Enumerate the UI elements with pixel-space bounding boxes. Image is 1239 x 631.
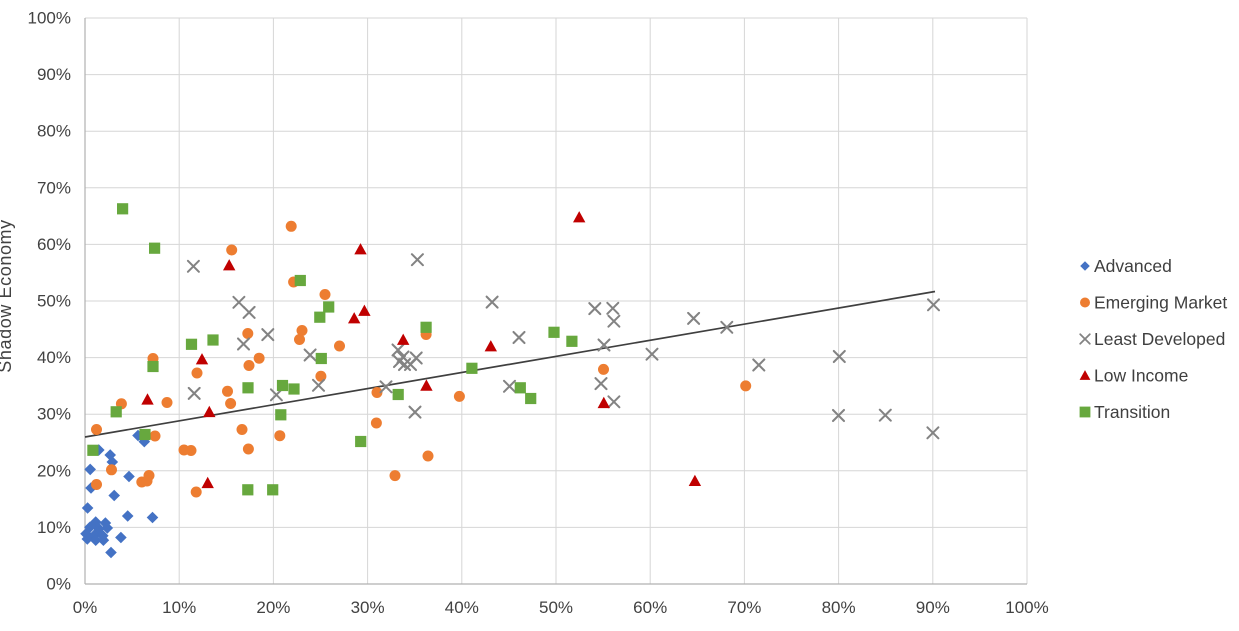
- svg-text:20%: 20%: [256, 598, 290, 617]
- svg-text:30%: 30%: [37, 405, 71, 424]
- svg-text:60%: 60%: [633, 598, 667, 617]
- svg-text:50%: 50%: [539, 598, 573, 617]
- svg-text:40%: 40%: [445, 598, 479, 617]
- svg-text:80%: 80%: [822, 598, 856, 617]
- svg-text:Advanced: Advanced: [1094, 256, 1172, 276]
- svg-text:Shadow Economy: Shadow Economy: [0, 219, 15, 372]
- svg-text:0%: 0%: [46, 575, 71, 594]
- svg-text:10%: 10%: [37, 518, 71, 537]
- svg-text:100%: 100%: [28, 9, 71, 28]
- svg-text:20%: 20%: [37, 461, 71, 480]
- svg-text:30%: 30%: [351, 598, 385, 617]
- svg-text:70%: 70%: [727, 598, 761, 617]
- svg-text:Transition: Transition: [1094, 402, 1170, 422]
- svg-text:Emerging Market: Emerging Market: [1094, 293, 1227, 313]
- svg-text:Low Income: Low Income: [1094, 366, 1188, 386]
- svg-text:50%: 50%: [37, 292, 71, 311]
- svg-text:100%: 100%: [1005, 598, 1048, 617]
- svg-text:90%: 90%: [37, 65, 71, 84]
- svg-text:Least Developed: Least Developed: [1094, 329, 1225, 349]
- svg-text:0%: 0%: [73, 598, 98, 617]
- svg-text:90%: 90%: [916, 598, 950, 617]
- svg-text:10%: 10%: [162, 598, 196, 617]
- svg-text:80%: 80%: [37, 122, 71, 141]
- svg-text:70%: 70%: [37, 178, 71, 197]
- svg-text:40%: 40%: [37, 348, 71, 367]
- svg-text:60%: 60%: [37, 235, 71, 254]
